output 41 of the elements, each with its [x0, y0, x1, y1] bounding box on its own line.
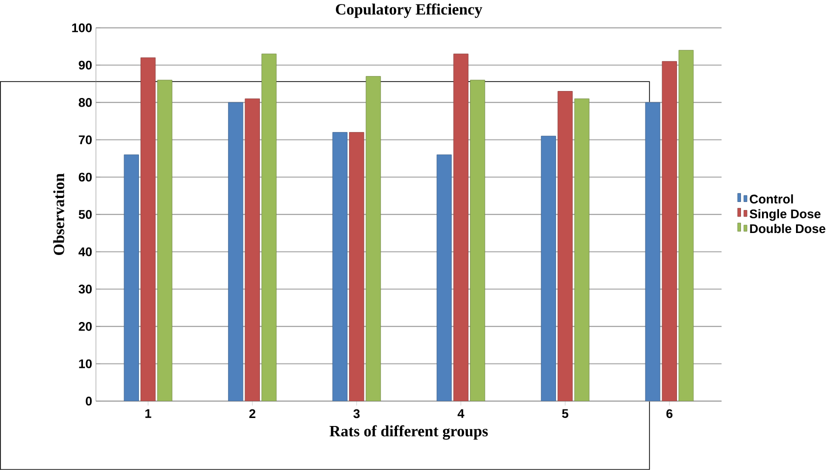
y-axis-title: Observation: [53, 173, 64, 255]
x-tick-label: 3: [353, 409, 360, 418]
bar: [140, 58, 156, 402]
x-tick-label: 6: [666, 409, 672, 418]
legend-label: Double Dose: [750, 224, 826, 234]
bar: [349, 132, 364, 402]
y-tick-label: 90: [78, 60, 92, 70]
y-tick-label: 30: [78, 284, 92, 294]
bar: [453, 54, 468, 402]
bar: [574, 98, 590, 402]
bar: [662, 61, 677, 402]
bar: [645, 102, 660, 402]
bar: [558, 91, 573, 402]
y-tick-label: 10: [79, 359, 92, 368]
y-tick-label: 100: [72, 23, 92, 32]
y-tick-label: 50: [78, 210, 92, 219]
bar: [540, 136, 556, 402]
bar: [124, 154, 139, 402]
chart-title: Copulatory Efficiency: [336, 4, 482, 18]
bar: [157, 80, 172, 402]
bar: [228, 102, 244, 402]
bar: [262, 54, 277, 402]
legend-label: Single Dose: [750, 209, 820, 221]
x-axis-title: Rats of different groups: [330, 425, 488, 440]
bar: [678, 50, 694, 402]
y-tick-label: 60: [78, 172, 92, 182]
bar: [366, 76, 381, 402]
y-tick-label: 20: [78, 322, 92, 331]
y-tick-label: 70: [78, 135, 92, 144]
y-tick-label: 0: [86, 396, 92, 406]
bar: [470, 80, 486, 402]
bar: [244, 98, 260, 402]
x-tick-label: 4: [458, 409, 464, 418]
bar: [332, 132, 348, 402]
x-tick-label: 1: [145, 409, 152, 418]
legend-label: Control: [750, 194, 793, 204]
x-tick-label: 2: [249, 409, 256, 418]
x-tick-label: 5: [562, 409, 568, 418]
y-tick-label: 80: [78, 98, 92, 107]
bar: [436, 154, 452, 402]
y-tick-label: 40: [78, 247, 92, 256]
